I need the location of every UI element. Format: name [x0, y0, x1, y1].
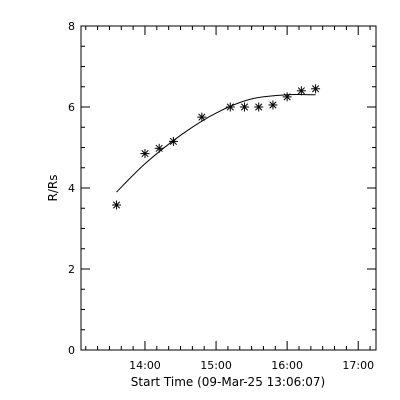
data-markers — [112, 84, 321, 210]
x-tick-label: 16:00 — [271, 359, 303, 372]
data-point — [296, 86, 306, 96]
data-point-stroke — [255, 103, 263, 111]
x-tick-labels: 14:00 15:00 16:00 17:00 — [129, 359, 374, 372]
data-point-stroke — [155, 144, 163, 152]
data-point-stroke — [141, 149, 149, 158]
x-tick-label: 17:00 — [342, 359, 374, 372]
plot-frame — [80, 25, 377, 351]
y-tick-label: 2 — [68, 263, 75, 276]
data-point-stroke — [240, 103, 249, 111]
data-point — [311, 84, 321, 94]
y-tick-label: 4 — [68, 182, 75, 195]
data-point — [268, 100, 278, 110]
data-point-stroke — [112, 201, 121, 209]
data-point — [112, 200, 122, 210]
fit-curve — [116, 94, 316, 193]
axis-ticks — [81, 25, 376, 351]
y-tick-label: 6 — [68, 101, 75, 114]
data-point-stroke — [283, 93, 291, 101]
data-point — [239, 102, 249, 112]
data-point — [282, 92, 292, 102]
data-point-stroke — [311, 85, 320, 93]
y-axis-title: R/Rs — [46, 175, 60, 202]
data-point — [168, 136, 178, 146]
data-point-stroke — [198, 113, 206, 121]
data-point — [254, 102, 264, 112]
data-point — [154, 143, 164, 153]
data-point — [197, 112, 207, 122]
data-point-stroke — [226, 103, 234, 111]
x-tick-label: 15:00 — [200, 359, 232, 372]
y-tick-label: 0 — [68, 344, 75, 357]
data-point — [140, 149, 150, 159]
x-tick-label: 14:00 — [129, 359, 161, 372]
data-point — [225, 102, 235, 112]
data-point-stroke — [269, 101, 277, 109]
x-axis-title: Start Time (09-Mar-25 13:06:07) — [131, 375, 325, 389]
data-point-stroke — [169, 137, 178, 146]
y-tick-label: 8 — [68, 20, 75, 33]
data-point-stroke — [297, 87, 305, 95]
y-tick-labels: 0 2 4 6 8 — [68, 20, 75, 357]
